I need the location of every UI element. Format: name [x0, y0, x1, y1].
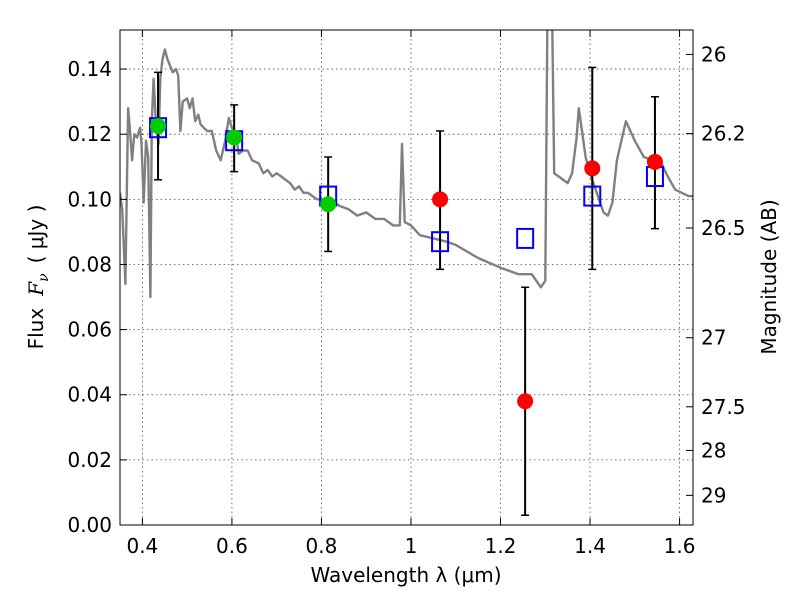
right-tick-label: 27 — [701, 326, 726, 350]
y-tick-labels: 0.00 0.02 0.04 0.06 0.08 0.10 0.12 0.14 — [67, 57, 112, 537]
model-square — [583, 185, 602, 207]
y-tick-label: 0.02 — [67, 448, 112, 472]
x-axis-label: Wavelength λ (μm) — [310, 563, 501, 587]
x-tick-label: 1.4 — [574, 534, 606, 558]
y-tick-label: 0.14 — [67, 57, 112, 81]
model-square — [516, 227, 535, 249]
y-tick-label: 0.10 — [67, 187, 112, 211]
y-tick-label: 0.00 — [67, 513, 112, 537]
y-tick-label: 0.06 — [67, 318, 112, 342]
x-tick-label: 1.2 — [485, 534, 517, 558]
y-axis-label: Flux Fν ( μJy ) — [24, 205, 52, 350]
data-point — [432, 191, 449, 208]
y-tick-label: 0.12 — [67, 122, 112, 146]
data-point — [646, 153, 663, 170]
spectrum-layer — [120, 30, 693, 299]
x-tick-label: 0.4 — [126, 534, 158, 558]
data-point — [320, 196, 337, 213]
axis-ticks — [120, 30, 693, 526]
x-tick-label: 0.8 — [306, 534, 338, 558]
data-point — [584, 160, 601, 177]
right-tick-label: 26.2 — [701, 122, 746, 146]
y-tick-label: 0.04 — [67, 383, 112, 407]
x-tick-labels: 0.4 0.6 0.8 1 1.2 1.4 1.6 — [126, 534, 695, 558]
y-axis-label-unit: ( μJy ) — [24, 205, 48, 264]
spectrum-line — [120, 30, 693, 299]
x-tick-label: 1 — [405, 534, 418, 558]
marker-layer — [149, 117, 664, 410]
x-tick-label: 1.6 — [664, 534, 696, 558]
plot-frame — [119, 29, 694, 526]
y-tick-label: 0.08 — [67, 252, 112, 276]
grid-lines — [120, 30, 693, 526]
y-axis-label-prefix: Flux — [24, 308, 48, 350]
y-axis-label-symbol: F — [24, 281, 48, 297]
x-tick-label: 0.6 — [216, 534, 248, 558]
model-square — [431, 231, 450, 253]
data-point — [226, 129, 243, 146]
right-tick-label: 26.5 — [701, 216, 746, 240]
y-axis-label-subscript: ν — [36, 273, 52, 282]
right-tick-label: 26 — [701, 42, 726, 66]
right-axis-label: Magnitude (AB) — [757, 199, 781, 354]
right-tick-label: 28 — [701, 438, 726, 462]
right-tick-labels: 26 26.2 26.5 27 27.5 28 29 — [701, 42, 746, 507]
data-point — [517, 393, 534, 410]
right-tick-label: 29 — [701, 483, 726, 507]
data-point — [150, 118, 167, 135]
right-tick-label: 27.5 — [701, 395, 746, 419]
